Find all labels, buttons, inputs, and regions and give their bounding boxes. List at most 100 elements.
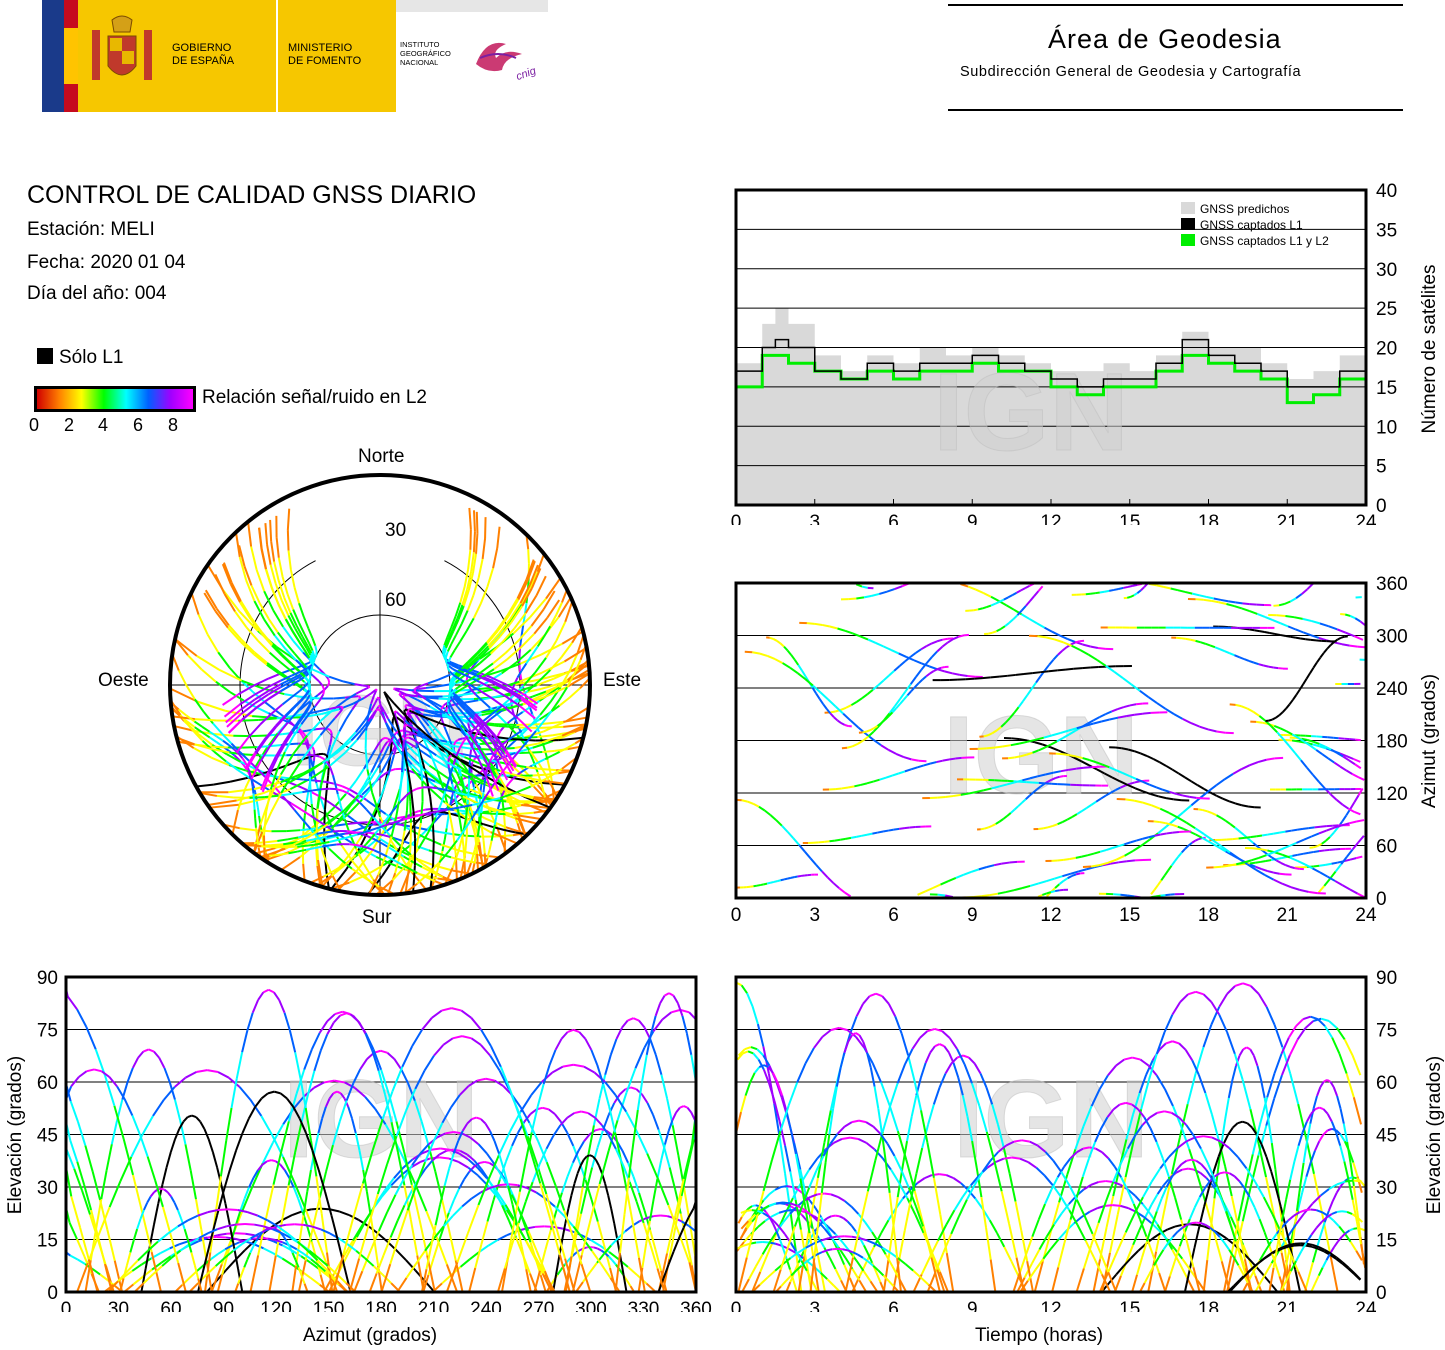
azimuth-track	[758, 805, 766, 812]
sky-track	[285, 760, 297, 767]
azimuth-track	[945, 795, 954, 798]
sky-track	[446, 627, 452, 638]
y-tick-label: 60	[1376, 1073, 1397, 1094]
sky-track	[389, 705, 396, 718]
sky-track	[255, 698, 270, 710]
elevation-track	[453, 1131, 463, 1135]
elevation-track	[288, 1030, 297, 1053]
azimuth-track	[1241, 705, 1248, 710]
sky-track	[466, 571, 473, 590]
sky-track	[278, 721, 289, 735]
sky-track	[379, 703, 384, 713]
azimuth-track	[1356, 819, 1365, 823]
azimuth-track	[775, 819, 783, 827]
azimuth-track	[1155, 894, 1161, 898]
azimuth-track	[1109, 716, 1119, 721]
x-tick-label: 21	[1277, 905, 1298, 925]
elevation-track	[525, 1239, 537, 1258]
azimuth-track	[1069, 856, 1076, 860]
sky-track	[329, 706, 337, 710]
azimuth-track	[1142, 836, 1149, 840]
azimuth-track	[1333, 761, 1341, 768]
sky-track	[326, 744, 332, 754]
azimuth-track	[1236, 861, 1245, 866]
sky-track	[237, 769, 250, 779]
azimuth-track	[978, 866, 987, 871]
sky-track	[259, 745, 271, 762]
azimuth-track	[1345, 631, 1355, 638]
x-tick-label: 24	[1355, 905, 1377, 925]
sky-track	[356, 829, 371, 836]
azimuth-track	[1073, 667, 1083, 670]
elevation-track	[466, 1204, 480, 1234]
elevation-track	[591, 1250, 603, 1265]
y-tick-label: 20	[1376, 339, 1397, 360]
elevation-track	[395, 1121, 406, 1153]
sky-track	[237, 684, 255, 696]
sky-track	[274, 583, 283, 601]
sky-track	[355, 850, 373, 872]
elevation-track	[287, 1152, 297, 1186]
azimuth-track	[1241, 607, 1250, 613]
elevation-track	[596, 1221, 605, 1245]
elevation-track	[217, 1208, 228, 1212]
azimuth-track	[809, 857, 817, 866]
azimuth-track	[1328, 625, 1338, 631]
sky-track	[375, 832, 385, 837]
sky-track	[310, 734, 322, 748]
elevation-track	[657, 1129, 666, 1148]
sky-track	[210, 756, 230, 766]
azimuth-track	[1006, 812, 1012, 817]
elevation-track	[378, 1211, 389, 1232]
azimuth-track	[991, 823, 997, 827]
elevation-track	[406, 1185, 418, 1211]
azimuth-track	[974, 677, 983, 680]
elevation-track	[224, 1203, 231, 1225]
sky-track	[544, 685, 568, 698]
elevation-track	[260, 1115, 274, 1136]
azimuth-track	[1158, 795, 1167, 800]
azimuth-track	[899, 699, 905, 705]
elevation-track	[598, 1074, 607, 1099]
sky-track	[527, 549, 530, 564]
elevation-track	[83, 1184, 93, 1211]
azimuth-track	[1142, 780, 1150, 786]
azimuth-track	[1346, 755, 1354, 760]
elevation-track	[328, 1092, 335, 1100]
sky-track	[421, 760, 428, 778]
sky-track	[511, 603, 523, 619]
elevation-time-track	[967, 1189, 977, 1200]
sky-track	[360, 720, 369, 731]
sky-track	[424, 709, 435, 713]
sky-track	[478, 689, 492, 699]
azimuth-track	[1169, 791, 1177, 795]
sky-track	[506, 800, 522, 804]
coat-of-arms-icon	[88, 14, 156, 96]
sky-track	[333, 696, 346, 700]
azimuth-track	[1082, 643, 1091, 648]
azimuth-track	[995, 820, 1001, 825]
sky-track	[531, 761, 539, 767]
elevation-track	[169, 1138, 176, 1153]
sky-track	[239, 751, 250, 762]
elevation-track	[248, 1177, 255, 1188]
azimuth-track	[1263, 664, 1269, 668]
elevation-track	[441, 1199, 450, 1230]
sky-track	[447, 704, 451, 711]
azimuth-track	[1047, 778, 1053, 783]
sky-track	[501, 628, 515, 643]
azimuth-track	[1177, 825, 1185, 830]
elevation-track	[163, 1067, 171, 1083]
sky-track	[358, 696, 362, 700]
elevation-track	[508, 1183, 518, 1187]
elevation-track	[131, 1115, 141, 1135]
elevation-track	[161, 1206, 172, 1235]
azimuth-track	[822, 623, 831, 628]
sky-track	[278, 852, 289, 856]
sky-track	[235, 736, 250, 754]
elevation-time-track	[773, 1103, 781, 1138]
azimuth-track	[1004, 717, 1011, 724]
azimuth-track	[1259, 848, 1268, 852]
elevation-time-track	[1150, 1193, 1159, 1206]
sky-track	[443, 867, 454, 886]
